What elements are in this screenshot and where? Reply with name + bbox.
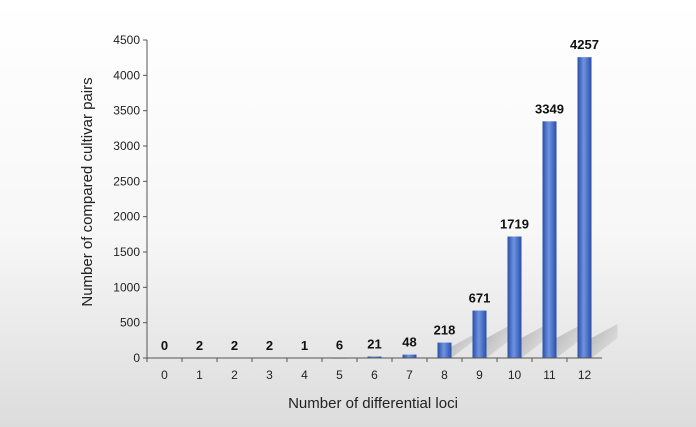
data-label: 2 (231, 338, 238, 353)
x-tick-label: 7 (406, 368, 413, 382)
y-tick-label: 4000 (113, 68, 140, 82)
x-tick-label: 8 (441, 368, 448, 382)
y-tick-label: 500 (120, 316, 140, 330)
y-tick-label: 1000 (113, 280, 140, 294)
x-tick-label: 4 (301, 368, 308, 382)
y-tick-label: 3500 (113, 104, 140, 118)
bar-shadow (521, 324, 548, 358)
data-label: 3349 (535, 101, 564, 116)
data-label: 6 (336, 338, 343, 353)
data-label: 671 (469, 291, 491, 306)
x-tick-label: 10 (508, 368, 522, 382)
data-label: 2 (196, 338, 203, 353)
bar-shadows (451, 324, 618, 358)
bar (472, 310, 487, 358)
bar-shadow (591, 324, 618, 358)
x-tick-label: 3 (266, 368, 273, 382)
data-label: 1 (301, 338, 308, 353)
bar (402, 354, 417, 358)
data-label: 0 (161, 338, 168, 353)
bar-shadow (556, 324, 583, 358)
x-axis-title: Number of differential loci (288, 395, 458, 412)
y-tick-label: 1500 (113, 245, 140, 259)
y-tick-label: 0 (133, 351, 140, 365)
x-tick-label: 12 (578, 368, 592, 382)
bar (507, 236, 522, 358)
data-label: 1719 (500, 217, 529, 232)
bar-shadow (451, 332, 478, 358)
bar (367, 356, 382, 358)
x-tick-label: 11 (543, 368, 556, 382)
axes (143, 39, 602, 362)
bar (577, 57, 592, 359)
data-label: 4257 (570, 37, 599, 52)
y-tick-label: 3000 (113, 139, 140, 153)
labels: 0500100015002000250030003500400045000012… (113, 33, 599, 382)
y-tick-label: 2000 (113, 210, 140, 224)
bars (332, 57, 592, 359)
y-axis-title: Number of compared cultivar pairs (79, 77, 96, 306)
x-tick-label: 2 (231, 368, 238, 382)
bar (542, 121, 557, 358)
bar (437, 342, 452, 358)
y-tick-label: 4500 (113, 33, 140, 47)
x-tick-label: 6 (371, 368, 378, 382)
x-tick-label: 0 (161, 368, 168, 382)
data-label: 218 (434, 323, 456, 338)
x-tick-label: 1 (196, 368, 203, 382)
x-tick-label: 5 (336, 368, 343, 382)
data-label: 2 (266, 338, 273, 353)
data-label: 48 (402, 335, 416, 350)
x-tick-label: 9 (476, 368, 483, 382)
data-label: 21 (367, 337, 381, 352)
bar-shadow (486, 324, 513, 358)
y-tick-label: 2500 (113, 174, 140, 188)
